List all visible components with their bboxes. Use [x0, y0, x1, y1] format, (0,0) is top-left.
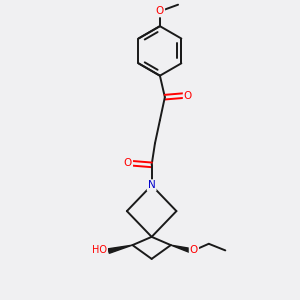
- Text: O: O: [190, 245, 198, 255]
- Text: O: O: [124, 158, 132, 168]
- Polygon shape: [171, 245, 193, 253]
- Text: O: O: [184, 91, 192, 100]
- Text: HO: HO: [92, 245, 107, 255]
- Text: N: N: [148, 180, 155, 190]
- Polygon shape: [108, 245, 133, 253]
- Text: O: O: [156, 6, 164, 16]
